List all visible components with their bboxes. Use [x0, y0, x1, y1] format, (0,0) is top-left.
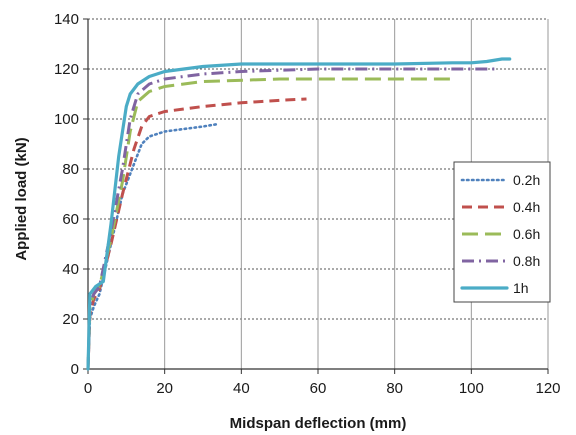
legend-label: 1h: [513, 280, 529, 296]
x-axis-title: Midspan deflection (mm): [230, 415, 407, 432]
y-tick-label: 80: [62, 161, 79, 178]
y-tick-label: 140: [54, 11, 79, 28]
series-line-1h: [86, 57, 512, 371]
x-tick-label: 40: [233, 380, 250, 397]
x-tick-label: 120: [535, 380, 560, 397]
x-tick-label: 20: [156, 380, 173, 397]
x-tick-label: 60: [310, 380, 327, 397]
series-line-0-2h: [86, 122, 220, 371]
legend-label: 0.4h: [513, 199, 540, 215]
legend-label: 0.2h: [513, 172, 540, 188]
tick-labels: 0 20 40 60 80 100 120 140 0 20 40 60 80 100 120: [54, 11, 561, 397]
y-tick-label: 60: [62, 211, 79, 228]
x-tick-label: 0: [84, 380, 92, 397]
y-tick-label: 20: [62, 311, 79, 328]
y-tick-label: 0: [71, 361, 79, 378]
series-line-0-6h: [86, 77, 453, 370]
y-axis-title: Applied load (kN): [13, 137, 30, 260]
legend: 0.2h 0.4h 0.6h 0.8h 1h: [453, 161, 551, 303]
legend-label: 0.8h: [513, 253, 540, 269]
series-lines: [86, 57, 512, 371]
x-tick-label: 100: [459, 380, 484, 397]
x-tick-label: 80: [386, 380, 403, 397]
series-line-0-4h: [86, 97, 307, 370]
legend-label: 0.6h: [513, 226, 540, 242]
y-tick-label: 40: [62, 261, 79, 278]
series-line-0-8h: [86, 67, 495, 370]
y-tick-label: 100: [54, 111, 79, 128]
y-tick-label: 120: [54, 61, 79, 78]
legend-box: [453, 161, 551, 303]
